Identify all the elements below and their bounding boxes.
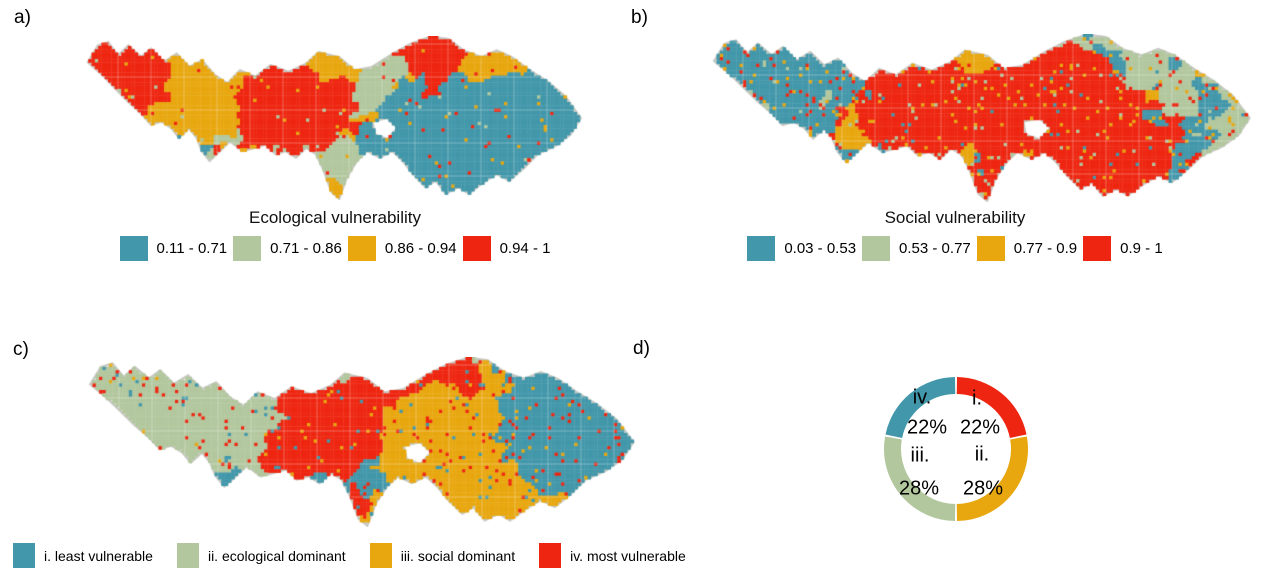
donut-segment-iii (884, 436, 956, 521)
legend-label: ii. ecological dominant (207, 547, 346, 564)
legend-item: i. least vulnerable (13, 543, 153, 568)
legend-label: 0.11 - 0.71 (156, 240, 228, 257)
legend-item: ii. ecological dominant (176, 543, 346, 568)
legend-label: 0.71 - 0.86 (270, 240, 342, 257)
panel-c-label: c) (13, 339, 29, 360)
vulnerability-share-donut: iv. i. 22% 22% iii. ii. 28% 28% (881, 374, 1031, 524)
donut-label-iii: iii. (910, 444, 930, 467)
donut-chart-ring (884, 377, 1028, 521)
donut-label-i: i. (972, 387, 982, 410)
legend-item: 0.11 - 0.71 (119, 236, 228, 261)
panel-a-label: a) (14, 7, 31, 28)
legend-item: 0.94 - 1 (462, 236, 551, 261)
legend-label: 0.94 - 1 (499, 240, 551, 257)
legend-item: 0.71 - 0.86 (233, 236, 342, 261)
donut-segment-iv (885, 377, 956, 439)
legend-swatch-orange (369, 543, 392, 568)
legend-label: 0.03 - 0.53 (784, 240, 857, 257)
legend-label: 0.9 - 1 (1120, 240, 1163, 257)
map-vulnerability-classes (76, 357, 636, 527)
donut-pct-ii: 28% (962, 477, 1004, 500)
donut-pct-i: 22% (959, 416, 1001, 439)
donut-segment-i (956, 377, 1027, 439)
donut-segment-ii (956, 436, 1028, 521)
legend-swatch-green (176, 543, 199, 568)
panel-b-label: b) (631, 7, 648, 28)
legend-item: 0.77 - 0.9 (976, 236, 1078, 261)
legend-swatch-green (233, 236, 262, 261)
legend-item: 0.9 - 1 (1083, 236, 1163, 261)
legend-social-vulnerability: 0.03 - 0.53 0.53 - 0.77 0.77 - 0.9 0.9 - 1 (680, 236, 1230, 261)
legend-swatch-teal (13, 543, 35, 568)
map-ecological-vulnerability (75, 36, 583, 200)
legend-item: 0.53 - 0.77 (862, 236, 971, 261)
legend-item: 0.86 - 0.94 (347, 236, 457, 261)
legend-label: i. least vulnerable (44, 547, 153, 564)
legend-title-social: Social vulnerability (884, 208, 1026, 227)
legend-label: 0.86 - 0.94 (384, 240, 457, 257)
legend-item: iv. most vulnerable (539, 543, 686, 568)
donut-pct-iii: 28% (898, 477, 940, 500)
donut-label-ii: ii. (974, 443, 990, 466)
donut-pct-iv: 22% (906, 416, 948, 439)
legend-label: 0.77 - 0.9 (1013, 240, 1078, 257)
legend-swatch-orange (347, 236, 376, 261)
legend-label: iii. social dominant (400, 547, 516, 564)
legend-swatch-teal (747, 236, 776, 261)
legend-item: iii. social dominant (369, 543, 516, 568)
legend-ecological-vulnerability: 0.11 - 0.71 0.71 - 0.86 0.86 - 0.94 0.94 - … (80, 236, 590, 261)
legend-swatch-teal (119, 236, 148, 261)
legend-swatch-red (539, 543, 562, 568)
legend-swatch-green (862, 236, 891, 261)
panel-d-label: d) (633, 338, 650, 359)
legend-vulnerability-classes: i. least vulnerable ii. ecological domina… (13, 543, 686, 568)
legend-label: iv. most vulnerable (570, 547, 686, 564)
legend-title-ecological: Ecological vulnerability (249, 208, 421, 227)
donut-label-iv: iv. (912, 386, 932, 409)
legend-label: 0.53 - 0.77 (899, 240, 971, 257)
legend-swatch-orange (976, 236, 1005, 261)
legend-swatch-red (1083, 236, 1112, 261)
map-social-vulnerability (700, 34, 1252, 202)
legend-swatch-red (462, 236, 491, 261)
legend-item: 0.03 - 0.53 (747, 236, 856, 261)
